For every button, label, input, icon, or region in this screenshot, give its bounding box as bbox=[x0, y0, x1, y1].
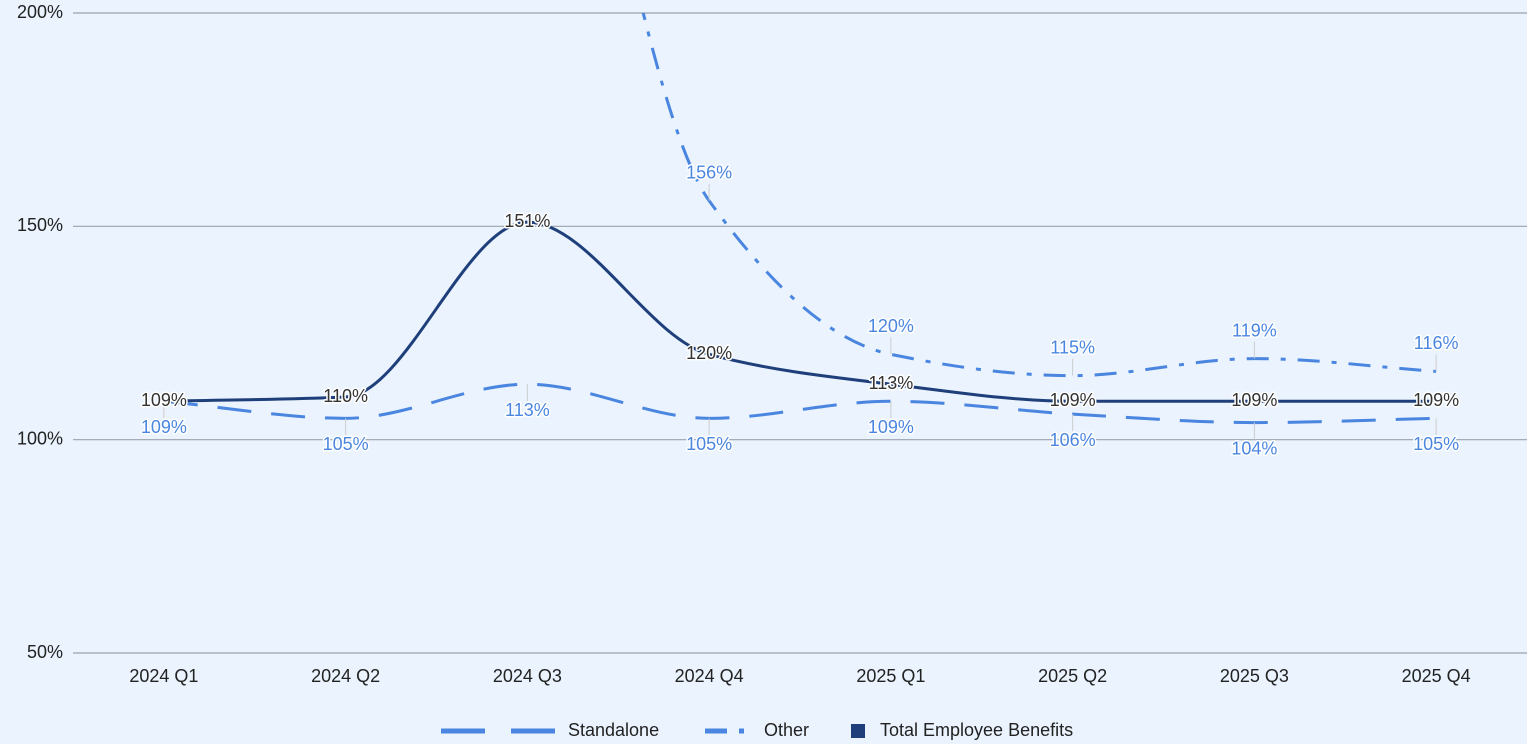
value-label: 109% bbox=[1413, 390, 1459, 410]
value-label: 156% bbox=[686, 162, 732, 182]
value-label: 109% bbox=[1231, 390, 1277, 410]
legend-label: Total Employee Benefits bbox=[880, 720, 1073, 740]
value-label: 115% bbox=[1050, 337, 1095, 357]
value-label: 104% bbox=[1231, 438, 1277, 458]
value-label: 109% bbox=[141, 417, 187, 437]
value-label: 119% bbox=[1232, 320, 1277, 340]
x-tick-label: 2024 Q4 bbox=[675, 666, 744, 686]
value-labels: 109% 105% 113% 105% 109% 106% 104% 105% 156% 120%… bbox=[139, 161, 1460, 460]
x-tick-label: 2025 Q4 bbox=[1402, 666, 1471, 686]
y-tick-label: 200% bbox=[17, 2, 63, 22]
value-label: 109% bbox=[1050, 390, 1096, 410]
value-label: 105% bbox=[1413, 434, 1459, 454]
series-line bbox=[163, 220, 1437, 403]
value-label: 110% bbox=[323, 386, 368, 406]
y-tick-label: 50% bbox=[27, 642, 63, 662]
x-tick-label: 2024 Q3 bbox=[493, 666, 562, 686]
value-label: 120% bbox=[686, 343, 732, 363]
x-tick-label: 2024 Q2 bbox=[311, 666, 380, 686]
value-label: 109% bbox=[868, 417, 914, 437]
x-tick-label: 2025 Q3 bbox=[1220, 666, 1289, 686]
value-label: 151% bbox=[504, 211, 550, 231]
x-tick-label: 2025 Q1 bbox=[856, 666, 925, 686]
value-label: 113% bbox=[505, 400, 550, 420]
legend-swatch bbox=[851, 724, 865, 738]
value-label: 105% bbox=[686, 434, 732, 454]
value-label: 113% bbox=[869, 373, 914, 393]
value-label: 105% bbox=[323, 434, 369, 454]
x-tick-label: 2024 Q1 bbox=[129, 666, 198, 686]
y-tick-label: 150% bbox=[17, 215, 63, 235]
y-tick-label: 100% bbox=[17, 428, 63, 448]
x-tick-label: 2025 Q2 bbox=[1038, 666, 1107, 686]
value-label: 109% bbox=[141, 390, 187, 410]
legend-label: Other bbox=[764, 720, 809, 740]
value-label: 120% bbox=[868, 316, 914, 336]
value-label: 116% bbox=[1414, 333, 1459, 353]
value-label: 106% bbox=[1050, 430, 1096, 450]
legend-label: Standalone bbox=[568, 720, 659, 740]
